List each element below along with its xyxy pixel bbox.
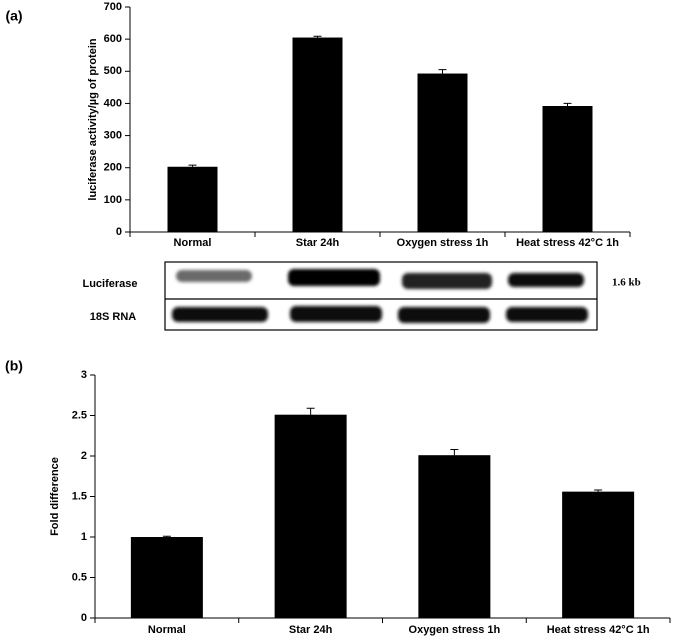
error-bar [563, 102, 572, 106]
y-tick-label: 600 [104, 33, 122, 45]
y-tick-label: 700 [104, 1, 122, 13]
error-bar [306, 407, 315, 415]
bar [542, 106, 593, 232]
y-tick-label: 2.5 [72, 409, 87, 421]
y-axis-label: Fold difference [49, 457, 61, 536]
y-tick-label: 400 [104, 97, 122, 109]
error-bar [594, 489, 603, 492]
error-bar [162, 535, 171, 537]
x-tick-label: Oxygen stress 1h [397, 237, 489, 249]
error-bar [450, 449, 459, 456]
band [398, 307, 490, 323]
y-tick-label: 100 [104, 194, 122, 206]
y-tick-label: 1 [81, 531, 87, 543]
panel-label: (a) [5, 8, 22, 24]
y-tick-label: 0.5 [72, 571, 87, 583]
bar [417, 73, 468, 233]
blot-row-label: Luciferase [82, 278, 137, 290]
x-tick-label: Heat stress 42°C 1h [516, 237, 619, 249]
band [176, 270, 252, 282]
bar [130, 537, 203, 618]
bar [167, 166, 218, 232]
band [402, 273, 492, 289]
y-tick-label: 0 [81, 612, 87, 624]
bar [292, 37, 343, 233]
bar [418, 455, 491, 618]
y-tick-label: 2 [81, 450, 87, 462]
band [288, 269, 380, 286]
bar [562, 491, 635, 618]
panel-label: (b) [5, 358, 23, 374]
x-tick-label: Heat stress 42°C 1h [547, 624, 650, 636]
bar [274, 414, 347, 618]
x-tick-label: Oxygen stress 1h [409, 624, 501, 636]
y-axis-label: luciferase activity/µg of protein [87, 38, 99, 200]
x-tick-label: Normal [174, 237, 212, 249]
blot-bands [172, 269, 588, 323]
error-bar [438, 69, 447, 74]
band [506, 307, 588, 322]
error-bar [313, 35, 322, 38]
y-tick-label: 500 [104, 65, 122, 77]
blot-row-label: 18S RNA [90, 311, 137, 323]
band [290, 306, 382, 322]
x-tick-label: Star 24h [296, 237, 340, 249]
size-label: 1.6 kb [612, 277, 641, 289]
y-tick-label: 0 [116, 226, 122, 238]
y-tick-label: 3 [81, 369, 87, 381]
y-tick-label: 1.5 [72, 490, 87, 502]
x-tick-label: Normal [148, 624, 186, 636]
y-tick-label: 200 [104, 162, 122, 174]
y-tick-label: 300 [104, 129, 122, 141]
band [508, 273, 584, 287]
blot: Luciferase 18S RNA 1.6 kb [82, 261, 641, 331]
x-tick-label: Star 24h [289, 624, 333, 636]
error-bar [188, 164, 197, 167]
band [172, 307, 268, 322]
